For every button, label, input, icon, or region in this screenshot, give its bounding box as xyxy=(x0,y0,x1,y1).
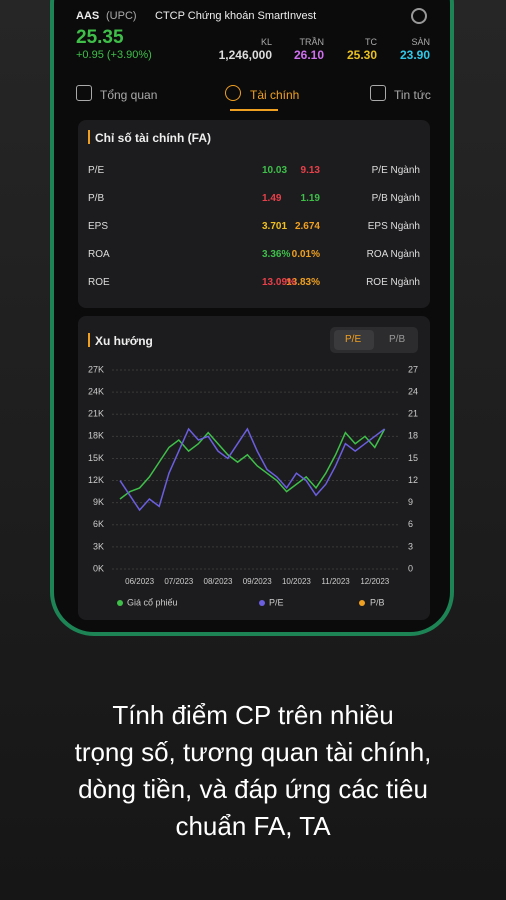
fa-cell: 1.19 xyxy=(300,193,320,204)
stat-value: 1,246,000 xyxy=(218,48,272,62)
x-tick-label: 06/2023 xyxy=(125,577,154,586)
y-tick-label: 6K xyxy=(93,519,104,529)
caption-line: trọng số, tương quan tài chính, xyxy=(74,737,432,767)
y2-tick-label: 9 xyxy=(408,497,413,507)
legend-label: P/E xyxy=(269,597,284,607)
caption-line: chuẩn FA, TA xyxy=(175,811,331,841)
y2-tick-label: 27 xyxy=(408,364,418,374)
y2-tick-label: 15 xyxy=(408,453,418,463)
y-tick-label: 21K xyxy=(88,409,104,419)
fa-card xyxy=(78,120,430,308)
news-icon xyxy=(370,85,386,101)
price: 25.35 xyxy=(76,27,124,48)
y2-tick-label: 3 xyxy=(408,541,413,551)
legend-label: Giá cổ phiếu xyxy=(127,597,178,607)
fa-cell: P/B Ngành xyxy=(371,193,420,204)
toggle-option[interactable]: P/B xyxy=(389,334,406,345)
x-tick-label: 11/2023 xyxy=(321,577,350,586)
series-line xyxy=(119,428,386,500)
fa-title: Chỉ số tài chính (FA) xyxy=(95,131,211,145)
stat-label: TRẦN xyxy=(299,37,325,47)
y2-tick-label: 24 xyxy=(408,386,418,396)
legend-dot xyxy=(259,600,265,606)
fa-cell: 10.03 xyxy=(262,165,288,176)
fa-cell: ROA Ngành xyxy=(366,249,420,260)
tab[interactable]: Tổng quan xyxy=(100,88,158,102)
stat-label: TC xyxy=(365,37,377,47)
y2-tick-label: 21 xyxy=(408,409,418,419)
legend-label: P/B xyxy=(370,597,385,607)
fa-cell: 9.13 xyxy=(300,165,320,176)
overview-icon xyxy=(76,85,92,101)
fa-cell: P/E xyxy=(88,165,105,176)
fa-cell: 0.01% xyxy=(291,249,320,260)
y-tick-label: 24K xyxy=(88,386,104,396)
finance-icon xyxy=(225,85,241,101)
fa-cell: P/B xyxy=(88,193,105,204)
fa-cell: P/E Ngành xyxy=(371,165,420,176)
symbol: AAS xyxy=(76,10,100,22)
toggle-option[interactable]: P/E xyxy=(345,334,362,345)
fa-cell: 1.49 xyxy=(262,193,282,204)
y2-tick-label: 12 xyxy=(408,475,418,485)
accent xyxy=(88,333,90,347)
legend-dot xyxy=(117,600,123,606)
fa-cell: 13.09% xyxy=(262,277,296,288)
stat-value: 26.10 xyxy=(293,48,324,62)
refresh-icon[interactable] xyxy=(411,8,427,24)
stat-label: SÀN xyxy=(411,37,430,47)
accent xyxy=(88,130,90,144)
y2-tick-label: 18 xyxy=(408,431,418,441)
tab-indicator xyxy=(230,109,278,111)
y2-tick-label: 6 xyxy=(408,519,413,529)
x-tick-label: 10/2023 xyxy=(282,577,311,586)
fa-cell: ROE Ngành xyxy=(366,277,420,288)
change: +0.95 (+3.90%) xyxy=(76,49,152,61)
x-tick-label: 12/2023 xyxy=(360,577,389,586)
tab-active[interactable]: Tài chính xyxy=(250,88,300,102)
toggle-active xyxy=(334,330,374,350)
y-tick-label: 9K xyxy=(93,497,104,507)
stat-value: 25.30 xyxy=(346,48,377,62)
fa-cell: 3.36% xyxy=(262,249,291,260)
chart-title: Xu hướng xyxy=(95,334,153,348)
stat-label: KL xyxy=(260,37,272,47)
caption-line: Tính điểm CP trên nhiều xyxy=(112,700,394,730)
fa-cell: EPS Ngành xyxy=(367,221,420,232)
fa-cell: ROA xyxy=(88,249,110,260)
fa-cell: 13.83% xyxy=(286,277,320,288)
y-tick-label: 12K xyxy=(88,475,104,485)
x-tick-label: 09/2023 xyxy=(243,577,272,586)
tab[interactable]: Tin tức xyxy=(394,88,431,102)
company: CTCP Chứng khoán SmartInvest xyxy=(155,10,317,22)
x-tick-label: 07/2023 xyxy=(164,577,193,586)
caption-line: dòng tiền, và đáp ứng các tiêu xyxy=(78,774,428,804)
y-tick-label: 18K xyxy=(88,431,104,441)
fa-cell: 3.701 xyxy=(262,221,288,232)
exchange: (UPC) xyxy=(106,10,137,22)
y-tick-label: 0K xyxy=(93,563,104,573)
legend-dot xyxy=(359,600,365,606)
y-tick-label: 27K xyxy=(88,364,104,374)
series-line xyxy=(119,427,386,512)
y-tick-label: 15K xyxy=(88,453,104,463)
fa-cell: EPS xyxy=(88,221,109,232)
fa-cell: 2.674 xyxy=(294,221,320,232)
chart: 0K 3K 6K 9K 12K 15K 18K 21K 24K 27K 0 3 6 9 12 15 18 21 24… xyxy=(88,364,418,607)
y2-tick-label: 0 xyxy=(408,563,413,573)
stat-value: 23.90 xyxy=(399,48,430,62)
x-tick-label: 08/2023 xyxy=(204,577,233,586)
y-tick-label: 3K xyxy=(93,541,104,551)
fa-cell: ROE xyxy=(88,277,110,288)
